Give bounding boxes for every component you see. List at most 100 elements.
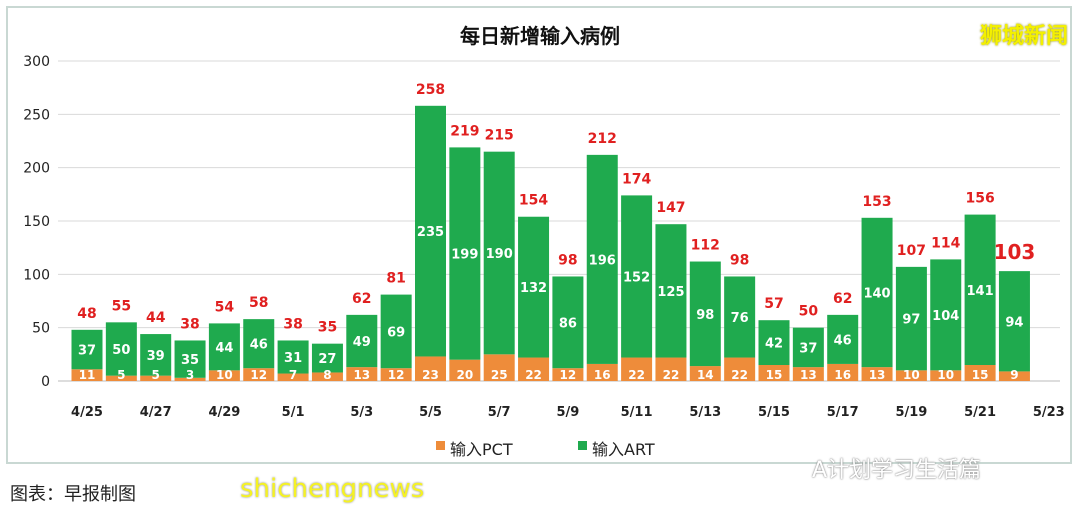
- brand-watermark: 狮城新闻: [979, 24, 1068, 49]
- art-data-label: 35: [181, 353, 199, 368]
- total-data-label: 98: [558, 252, 577, 268]
- pct-data-label: 12: [388, 368, 405, 382]
- art-data-label: 97: [902, 313, 920, 328]
- pct-data-label: 22: [663, 368, 680, 382]
- art-data-label: 44: [215, 341, 233, 356]
- art-data-label: 27: [318, 352, 336, 367]
- pct-data-label: 13: [800, 368, 817, 382]
- bar-pct: [380, 368, 412, 381]
- chart-credit: 图表：早报制图: [10, 484, 136, 505]
- pct-data-label: 7: [289, 368, 297, 382]
- pct-data-label: 8: [323, 368, 331, 382]
- legend-pct-label: 输入PCT: [450, 440, 513, 459]
- chart-frame: [6, 6, 1072, 464]
- pct-data-label: 22: [525, 368, 542, 382]
- total-data-label: 57: [764, 296, 783, 312]
- pct-data-label: 22: [628, 368, 645, 382]
- total-data-label: 81: [386, 271, 405, 287]
- total-data-label: 174: [622, 171, 651, 187]
- bar-art: [689, 261, 721, 367]
- bar-pct: [208, 370, 240, 381]
- bar-art: [518, 216, 550, 358]
- art-data-label: 46: [834, 333, 852, 348]
- total-data-label: 215: [485, 128, 514, 144]
- total-data-label: 114: [931, 235, 960, 251]
- bar-pct: [895, 370, 927, 381]
- bar-art: [758, 320, 790, 365]
- x-tick-label: 5/11: [621, 405, 653, 420]
- bar-pct: [758, 365, 790, 381]
- total-data-label: 212: [588, 131, 617, 147]
- y-tick-label: 250: [23, 107, 50, 123]
- total-data-label: 48: [77, 306, 96, 322]
- pct-data-label: 23: [422, 368, 439, 382]
- total-data-label: 55: [112, 298, 131, 314]
- pct-data-label: 20: [456, 368, 473, 382]
- bar-pct: [621, 357, 653, 381]
- total-data-label: 38: [180, 316, 199, 332]
- total-data-label: 112: [691, 238, 720, 254]
- pct-data-label: 5: [117, 368, 125, 382]
- art-data-label: 235: [417, 225, 444, 240]
- art-data-label: 152: [623, 270, 650, 285]
- art-data-label: 140: [863, 286, 890, 301]
- x-tick-label: 5/9: [556, 405, 579, 420]
- bar-art: [140, 334, 172, 376]
- x-tick-label: 5/23: [1033, 405, 1065, 420]
- art-data-label: 94: [1005, 315, 1023, 330]
- bar-art: [964, 214, 996, 365]
- art-data-label: 69: [387, 325, 405, 340]
- bar-pct: [415, 356, 446, 381]
- total-data-label: 219: [450, 123, 479, 139]
- bar-pct: [689, 366, 721, 381]
- bar-art: [105, 322, 137, 376]
- bar-pct: [346, 367, 378, 381]
- bar-art: [930, 259, 962, 371]
- pct-data-label: 9: [1010, 368, 1018, 382]
- total-data-label: 54: [215, 299, 235, 315]
- art-data-label: 31: [284, 351, 302, 366]
- x-tick-label: 5/13: [689, 405, 721, 420]
- legend-art-swatch: [578, 441, 587, 450]
- bar-pct: [792, 367, 824, 381]
- art-data-label: 50: [112, 343, 130, 358]
- pct-data-label: 5: [152, 368, 160, 382]
- x-tick-label: 4/27: [140, 405, 172, 420]
- x-tick-label: 4/25: [71, 405, 103, 420]
- bar-art: [586, 154, 618, 364]
- pct-data-label: 16: [834, 368, 851, 382]
- bar-art: [415, 105, 446, 357]
- total-data-label: 98: [730, 252, 749, 268]
- art-data-label: 125: [657, 285, 684, 300]
- x-tick-label: 4/29: [208, 405, 240, 420]
- art-data-label: 104: [932, 309, 959, 324]
- bar-art: [552, 276, 584, 369]
- total-data-label: 156: [965, 191, 994, 207]
- bar-art: [71, 329, 103, 370]
- pct-data-label: 13: [869, 368, 886, 382]
- pct-data-label: 15: [972, 368, 989, 382]
- bar-pct: [71, 369, 103, 381]
- art-data-label: 49: [353, 335, 371, 350]
- art-data-label: 196: [589, 253, 616, 268]
- bar-pct: [964, 365, 996, 381]
- bar-pct: [311, 372, 343, 381]
- bar-art: [655, 224, 687, 358]
- bar-art: [483, 151, 515, 355]
- bar-pct: [827, 363, 859, 381]
- pct-data-label: 14: [697, 368, 714, 382]
- bar-pct: [483, 354, 515, 381]
- bar-art: [449, 147, 481, 360]
- x-tick-label: 5/5: [419, 405, 442, 420]
- pct-data-label: 3: [186, 368, 194, 382]
- pct-data-label: 12: [560, 368, 577, 382]
- total-data-label: 154: [519, 193, 548, 209]
- y-tick-label: 0: [41, 374, 50, 390]
- bar-art: [380, 294, 412, 369]
- total-data-label: 62: [352, 291, 371, 307]
- total-data-label: 38: [283, 316, 302, 332]
- pct-data-label: 25: [491, 368, 508, 382]
- x-tick-label: 5/19: [895, 405, 927, 420]
- total-data-label: 147: [656, 200, 685, 216]
- y-tick-label: 50: [32, 321, 50, 337]
